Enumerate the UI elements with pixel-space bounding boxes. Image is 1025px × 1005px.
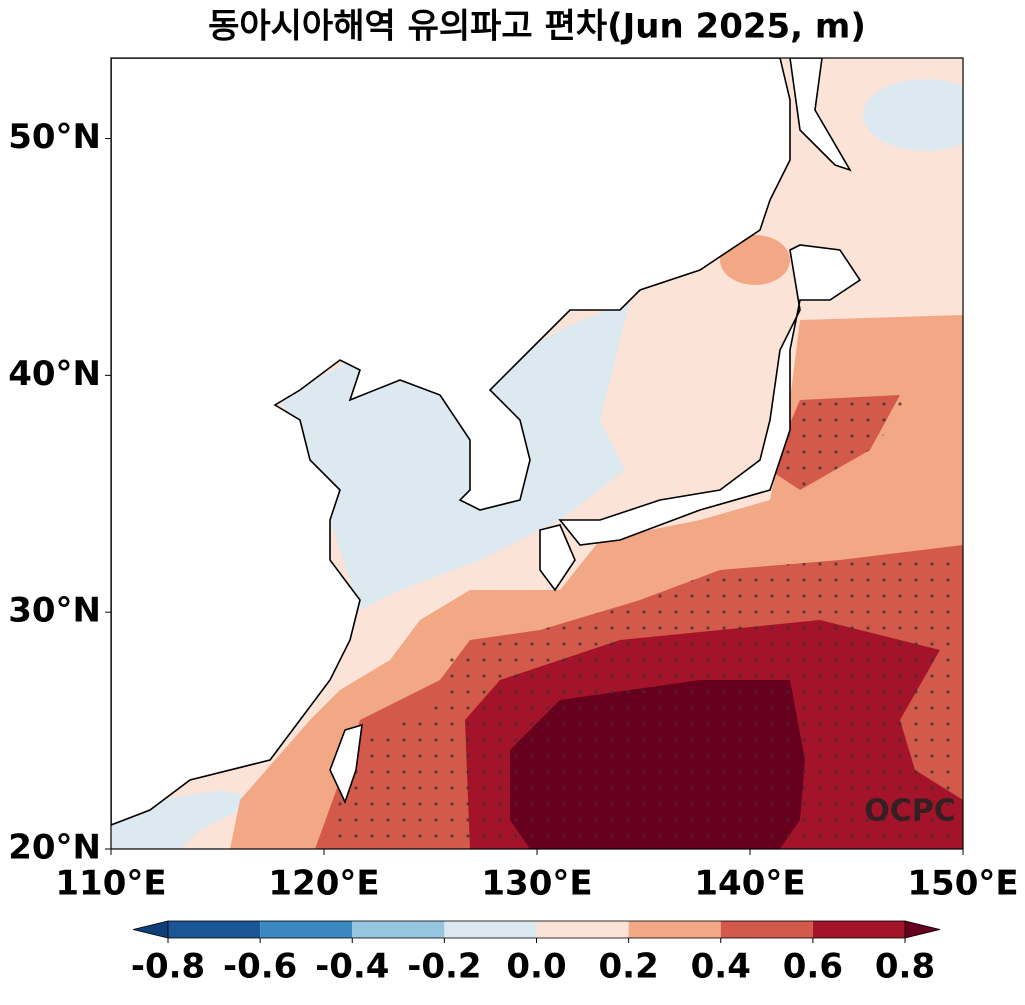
colorbar-segment	[352, 921, 445, 938]
stippling	[320, 560, 963, 849]
colorbar-tick-label: 0.8	[875, 947, 935, 987]
colorbar-extend-high	[904, 920, 941, 939]
land-kyushu	[539, 524, 576, 592]
x-tick-label: 110°E	[55, 864, 166, 904]
y-tick-label: 50°N	[8, 117, 101, 157]
land-continent	[111, 58, 791, 826]
watermark: OCPC	[864, 794, 956, 829]
field-neg	[111, 790, 260, 849]
colorbar-tick-label: 0.0	[506, 947, 566, 987]
colorbar-tick-label: 0.6	[783, 947, 843, 987]
colorbar-tick-label: 0.4	[691, 947, 751, 987]
x-tick-label: 120°E	[268, 864, 379, 904]
colorbar-segment	[720, 921, 813, 938]
y-tick-label: 30°N	[8, 591, 101, 631]
colorbar-segment	[536, 921, 629, 938]
colorbar-tick-label: -0.4	[315, 947, 389, 987]
land-japan	[558, 244, 862, 546]
chart-title: 동아시아해역 유의파고 편차(Jun 2025, m)	[208, 7, 866, 47]
field-neg	[863, 79, 963, 151]
x-tick-label: 130°E	[481, 864, 592, 904]
y-tick-label: 40°N	[8, 354, 101, 394]
colorbar-tick-label: -0.6	[223, 947, 297, 987]
map-area: OCPC	[111, 58, 963, 849]
colorbar-segment	[628, 921, 721, 938]
stippling	[770, 395, 920, 490]
x-tick-label: 140°E	[694, 864, 805, 904]
colorbar-segment	[444, 921, 537, 938]
colorbar-segment	[812, 921, 905, 938]
field-0.2-0.4	[720, 235, 790, 285]
colorbar-extend-low	[132, 920, 169, 939]
colorbar-tick-label: -0.2	[407, 947, 481, 987]
colorbar-tick-label: -0.8	[131, 947, 205, 987]
colorbar-segment	[168, 921, 261, 938]
colorbar-segment	[260, 921, 353, 938]
land-taiwan	[329, 723, 363, 805]
y-tick-label: 20°N	[8, 828, 101, 868]
land-sakhalin	[789, 58, 852, 172]
colorbar-tick-label: 0.2	[599, 947, 659, 987]
x-tick-label: 150°E	[907, 864, 1018, 904]
